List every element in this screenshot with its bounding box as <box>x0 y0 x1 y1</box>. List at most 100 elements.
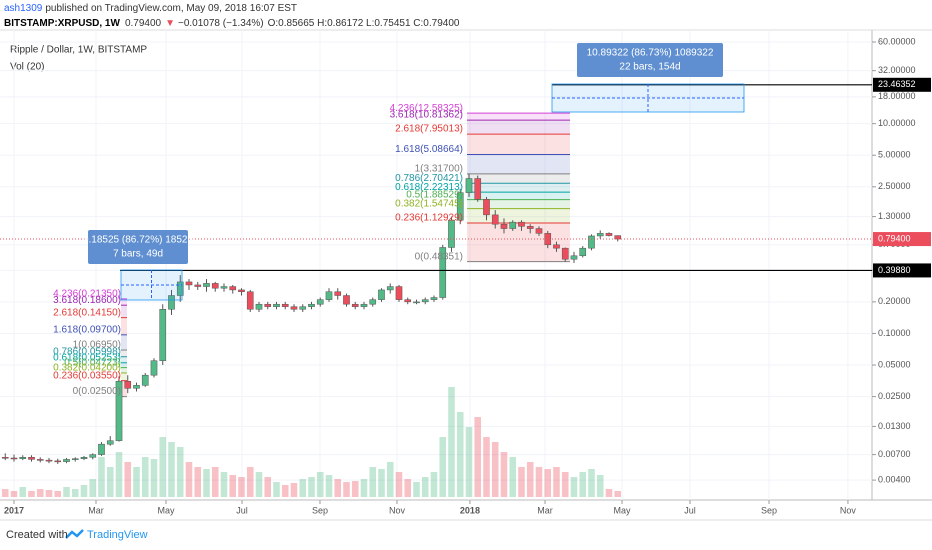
candle-body <box>238 289 245 292</box>
volume-bar <box>334 479 342 497</box>
measure-label: 22 bars, 154d <box>619 62 680 73</box>
volume-bar <box>71 489 79 497</box>
volume-bar <box>544 469 552 497</box>
candle-body <box>281 303 289 307</box>
fib-label: 0.382(0.04200) <box>53 363 121 374</box>
brand-logo[interactable] <box>65 529 84 539</box>
volume-bar <box>579 472 587 497</box>
volume-bar <box>141 457 149 497</box>
measure-label: 7 bars, 49d <box>113 249 163 260</box>
candle-body <box>334 291 342 296</box>
candle-body <box>535 228 543 234</box>
footer-brand[interactable]: TradingView <box>87 529 148 541</box>
volume-bar <box>176 447 184 497</box>
candle-body <box>229 286 237 291</box>
fib-label: 0.618(2.22313) <box>395 182 463 193</box>
candle-body <box>45 459 53 462</box>
volume-bar <box>526 462 534 497</box>
volume-bar <box>404 479 412 497</box>
fib-label: 1.618(5.08664) <box>395 144 463 155</box>
fib-band <box>467 192 570 200</box>
fib-label: 0.382(1.54745) <box>395 198 463 209</box>
volume-bar <box>98 457 105 497</box>
volume-bar <box>570 477 578 497</box>
fib-band <box>467 208 570 224</box>
volume-bar <box>63 487 70 497</box>
candle-body <box>509 221 517 229</box>
volume-bar <box>588 469 595 497</box>
candle-body <box>561 247 569 260</box>
volume-bar <box>1 489 9 497</box>
volume-bar <box>343 482 350 497</box>
fib-label: 2.618(0.14150) <box>53 307 121 318</box>
fib-band <box>121 380 127 397</box>
fib-band <box>467 154 570 174</box>
candle-body <box>220 286 228 289</box>
candle-body <box>360 303 368 307</box>
candle-body <box>133 385 140 389</box>
fib-label: 0.5(0.04723) <box>64 357 121 368</box>
candle-body <box>159 309 167 361</box>
symbol-line: BITSTAMP:XRPUSD, 1W 0.79400 ▼ −0.01078 (−1.… <box>4 18 460 29</box>
y-tick-label: 32.00000 <box>878 65 916 75</box>
fib-band <box>121 298 127 306</box>
volume-bar <box>430 472 438 497</box>
volume-bar <box>448 387 455 497</box>
fib-label: 1(0.06950) <box>73 340 121 351</box>
x-tick-label: Nov <box>389 505 406 515</box>
volume-bar <box>378 469 385 497</box>
x-tick-label: Sep <box>761 505 777 515</box>
price-label: 0.79400 <box>878 233 911 243</box>
y-tick-label: 0.00400 <box>878 474 911 484</box>
candle-body <box>299 306 307 310</box>
candle-body <box>465 178 473 193</box>
candle-body <box>325 291 333 300</box>
volume-bar <box>133 467 140 497</box>
volume-bar <box>299 479 307 497</box>
plot-area <box>0 30 872 500</box>
volume-bar <box>290 483 298 497</box>
candle-body <box>203 283 210 287</box>
candle-body <box>273 303 280 307</box>
fib-label: 0(0.48351) <box>415 251 463 262</box>
fib-label: 2.618(7.95013) <box>395 124 463 135</box>
fib-band <box>467 183 570 193</box>
fib-band <box>121 372 127 381</box>
measure-label: 0.18525 (86.72%) 18525 <box>83 235 194 246</box>
candle-body <box>474 178 482 200</box>
candle-body <box>614 235 622 240</box>
candle-body <box>54 460 62 463</box>
candle-body <box>596 233 604 237</box>
volume-bar <box>360 479 368 497</box>
x-tick-label: Jul <box>684 505 696 515</box>
fib-label: 0.236(1.12929) <box>395 213 463 224</box>
candle-body <box>491 214 499 225</box>
x-tick-label: May <box>157 505 175 515</box>
fib-label: 1.618(0.09700) <box>53 324 121 335</box>
x-tick-label: 2018 <box>460 505 480 515</box>
volume-bar <box>474 417 482 497</box>
fib-band <box>121 356 127 363</box>
candle-body <box>194 284 202 287</box>
measure-label-box <box>88 230 188 264</box>
volume-bar <box>194 467 202 497</box>
volume-bar <box>229 475 237 497</box>
candle-body <box>579 247 587 257</box>
x-tick-label: May <box>614 505 632 515</box>
candle-body <box>351 303 359 307</box>
volume-bar <box>106 467 114 497</box>
volume-bar <box>28 491 35 497</box>
candle-body <box>439 247 447 298</box>
candle-body <box>421 299 429 303</box>
author[interactable]: ash1309 <box>4 3 43 14</box>
volume-bar <box>518 467 525 497</box>
fib-label: 0.5(1.88529) <box>406 189 463 200</box>
volume-bar <box>19 487 27 497</box>
measure-label: 10.89322 (86.73%) 1089322 <box>587 48 714 59</box>
candle-body <box>369 299 377 305</box>
fib-band <box>121 362 127 368</box>
fib-band <box>121 317 127 335</box>
fib-label: 3.618(0.18600) <box>53 295 121 306</box>
